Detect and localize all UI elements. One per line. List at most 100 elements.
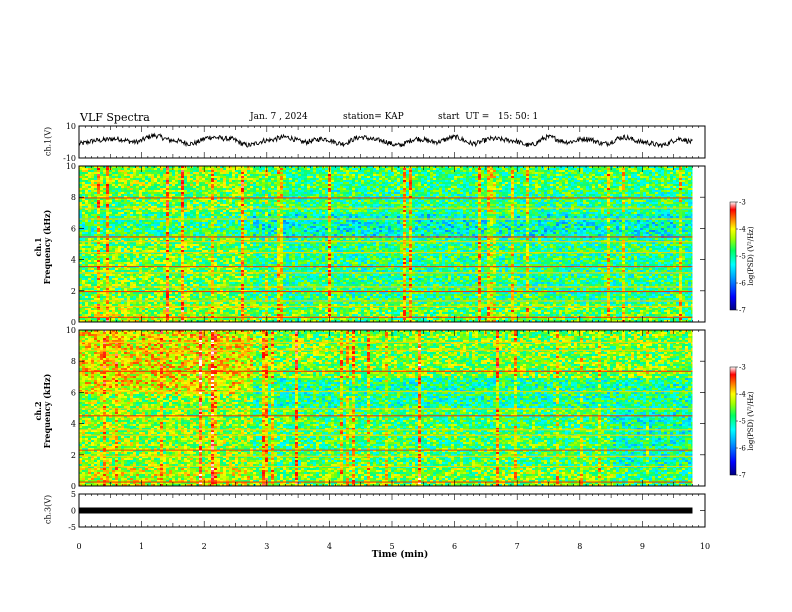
ch1-spectrogram-cell: [103, 270, 106, 272]
ch1-spectrogram-cell: [97, 260, 100, 262]
ch1-spectrogram-cell: [256, 304, 259, 306]
ch1-spectrogram-cell: [121, 238, 124, 240]
ch1-spectrogram-cell: [139, 278, 142, 280]
ch1-spectrogram-cell: [247, 182, 250, 184]
ch1-spectrogram-cell: [190, 172, 193, 174]
ch1-spectrogram-cell: [196, 238, 199, 240]
ch1-spectrogram-cell: [241, 212, 244, 214]
ch1-spectrogram-cell: [220, 232, 223, 234]
ch1-spectrogram-cell: [172, 182, 175, 184]
ch1-spectrogram-cell: [142, 188, 145, 190]
ch1-spectrogram-cell: [238, 170, 241, 172]
ch1-spectrogram-cell: [142, 182, 145, 184]
ch1-spectrogram-cell: [151, 170, 154, 172]
ch1-spectrogram-cell: [85, 258, 88, 260]
ch1-spectrogram-cell: [118, 222, 121, 224]
ch1-spectrogram-cell: [262, 174, 265, 176]
ch1-spectrogram-cell: [259, 254, 262, 256]
ch1-spectrogram-cell: [145, 312, 148, 314]
ch1-spectrogram-cell: [127, 210, 130, 212]
ch1-spectrogram-cell: [91, 200, 94, 202]
ch1-spectrogram-cell: [82, 184, 85, 186]
ch1-spectrogram-cell: [169, 184, 172, 186]
ch1-spectrogram-cell: [154, 204, 157, 206]
ch1-spectrogram-cell: [163, 264, 166, 266]
ch1-spectrogram-cell: [244, 186, 247, 188]
ch1-spectrogram-cell: [232, 186, 235, 188]
ch1-spectrogram-cell: [244, 224, 247, 226]
ch1-spectrogram-cell: [91, 172, 94, 174]
ch1-spectrogram-cell: [187, 314, 190, 316]
ch1-spectrogram-cell: [97, 310, 100, 312]
ch1-spectrogram-cell: [208, 202, 211, 204]
ch1-spectrogram-cell: [214, 234, 217, 236]
ch1-spectrogram-cell: [124, 276, 127, 278]
ch1-spectrogram-cell: [106, 220, 109, 222]
ch1-spectrogram-cell: [97, 226, 100, 228]
ch1-spectrogram-cell: [256, 264, 259, 266]
ch1-spectrogram-cell: [241, 222, 244, 224]
ch1-spectrogram-cell: [124, 254, 127, 256]
ch1-spectrogram-cell: [136, 302, 139, 304]
ch1-spectrogram-cell: [166, 280, 169, 282]
ch1-spectrogram-cell: [157, 216, 160, 218]
ch1-spectrogram-cell: [136, 222, 139, 224]
ch1-spectrogram-cell: [220, 296, 223, 298]
ch1-spectrogram-cell: [142, 190, 145, 192]
ch1-spectrogram-cell: [172, 298, 175, 300]
ch1-spectrogram-cell: [208, 174, 211, 176]
ch1-spectrogram-cell: [223, 258, 226, 260]
ch1-spectrogram-cell: [85, 308, 88, 310]
ch1-spectrogram-cell: [256, 228, 259, 230]
ch1-spectrogram-cell: [190, 294, 193, 296]
ch1-spectrogram-cell: [154, 298, 157, 300]
ch1-spectrogram-cell: [124, 226, 127, 228]
ch1-spectrogram-cell: [250, 304, 253, 306]
ch1-spectrogram-cell: [208, 242, 211, 244]
ch1-spectrogram-cell: [115, 186, 118, 188]
ch1-spectrogram-cell: [187, 210, 190, 212]
ch1-spectrogram-cell: [157, 270, 160, 272]
ch1-spectrogram-cell: [145, 310, 148, 312]
ch1-spectrogram-cell: [85, 260, 88, 262]
ch1-spectrogram-cell: [97, 302, 100, 304]
ch1-spectrogram-cell: [205, 250, 208, 252]
ch1-spectrogram-cell: [85, 224, 88, 226]
ch1-spectrogram-cell: [193, 238, 196, 240]
ch1-spectrogram-cell: [145, 260, 148, 262]
ch1-spectrogram-cell: [184, 284, 187, 286]
ch1-spectrogram-cell: [100, 312, 103, 314]
ch1-spectrogram-cell: [151, 230, 154, 232]
ch1-spectrogram-cell: [103, 202, 106, 204]
ch1-spectrogram-cell: [211, 262, 214, 264]
ch1-spectrogram-cell: [109, 250, 112, 252]
ch1-spectrogram-cell: [169, 292, 172, 294]
ch1-spectrogram-cell: [103, 292, 106, 294]
ch1-spectrogram-cell: [121, 220, 124, 222]
ch1-spectrogram-cell: [241, 190, 244, 192]
ch1-spectrogram-cell: [148, 262, 151, 264]
ch1-spectrogram-cell: [154, 216, 157, 218]
ch1-spectrogram-cell: [115, 268, 118, 270]
ch1-spectrogram-cell: [211, 294, 214, 296]
ch1-spectrogram-cell: [244, 292, 247, 294]
ch1-spectrogram-cell: [190, 210, 193, 212]
ch1-spectrogram-cell: [145, 194, 148, 196]
ch1-spectrogram-cell: [163, 296, 166, 298]
ch1-spectrogram-cell: [178, 204, 181, 206]
ch1-spectrogram-cell: [121, 192, 124, 194]
ch1-spectrogram-cell: [175, 168, 178, 170]
ch1-spectrogram-cell: [91, 292, 94, 294]
ch1-spectrogram-cell: [91, 270, 94, 272]
ch1-spectrogram-cell: [97, 216, 100, 218]
ch1-spectrogram-cell: [187, 244, 190, 246]
ch1-spectrogram-cell: [229, 282, 232, 284]
ch1-spectrogram-cell: [232, 302, 235, 304]
ch1-spectrogram-cell: [100, 254, 103, 256]
ch1-spectrogram-cell: [139, 230, 142, 232]
ch1-spectrogram-cell: [187, 174, 190, 176]
ch1-spectrogram-cell: [145, 226, 148, 228]
ch1-spectrogram-cell: [196, 190, 199, 192]
ch1-spectrogram-cell: [106, 224, 109, 226]
ch1-spectrogram-cell: [241, 180, 244, 182]
